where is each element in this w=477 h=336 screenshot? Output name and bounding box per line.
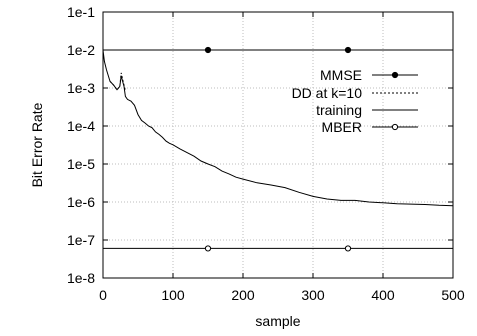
legend-label-dd-at-k-10: DD at k=10 <box>292 85 363 101</box>
y-axis-title: Bit Error Rate <box>29 102 45 187</box>
x-tick-label: 100 <box>161 287 185 303</box>
y-tick-label: 1e-7 <box>67 232 95 248</box>
x-tick-label: 500 <box>441 287 465 303</box>
legend-marker-mmse <box>391 71 399 79</box>
x-tick-label: 0 <box>99 287 107 303</box>
series-marker-mber <box>204 245 212 252</box>
y-tick-label: 1e-6 <box>67 194 95 210</box>
axis-ticks <box>102 11 454 279</box>
grid-lines <box>103 12 453 278</box>
y-tick-label: 1e-4 <box>67 118 95 134</box>
y-tick-label: 1e-8 <box>67 270 95 286</box>
y-tick-label: 1e-2 <box>67 42 95 58</box>
x-axis-title: sample <box>255 313 300 329</box>
series-marker-mmse <box>344 46 352 54</box>
series-marker-mber <box>344 245 352 252</box>
legend-label-training: training <box>316 102 362 118</box>
legend-label-mmse: MMSE <box>320 67 362 83</box>
x-tick-label: 200 <box>231 287 255 303</box>
legend-label-mber: MBER <box>322 119 362 135</box>
y-tick-label: 1e-5 <box>67 156 95 172</box>
y-tick-label: 1e-3 <box>67 80 95 96</box>
series-marker-mmse <box>204 46 212 54</box>
y-tick-label: 1e-1 <box>67 4 95 20</box>
tick-labels: 0 100 200 300 400 500 1e-1 1e-2 1e-3 1e-4 1e-5 1e-6… <box>67 4 465 303</box>
x-tick-label: 400 <box>371 287 395 303</box>
legend-marker-mber <box>391 123 399 131</box>
x-tick-label: 300 <box>301 287 325 303</box>
series-line-training <box>102 49 454 207</box>
series-layer <box>102 46 454 252</box>
plot-frame <box>102 11 454 279</box>
